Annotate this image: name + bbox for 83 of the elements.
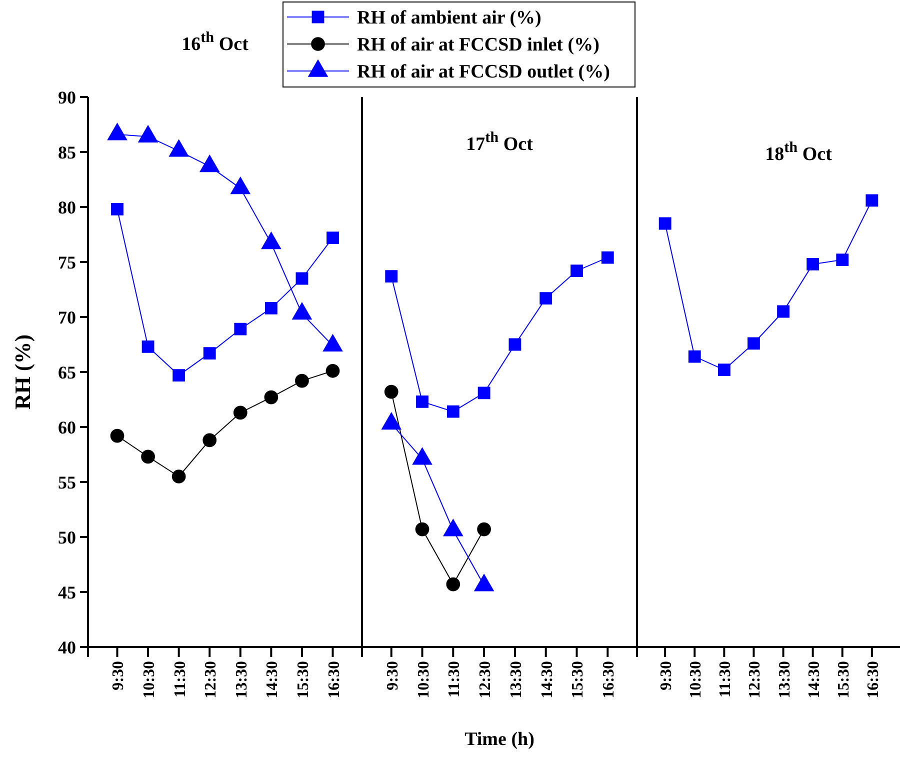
y-tick-label: 45 — [58, 582, 76, 602]
point — [234, 322, 247, 336]
annotation: 18$^{th}$ Oct — [765, 138, 833, 165]
point — [169, 140, 189, 157]
point — [446, 405, 460, 418]
x-tick-label: 12:30 — [202, 661, 220, 698]
x-tick-label: 11:30 — [172, 661, 189, 698]
point — [230, 177, 250, 194]
y-tick-label: 70 — [58, 307, 76, 328]
point — [172, 369, 186, 382]
x-tick-label: 11:30 — [446, 661, 464, 698]
y-tick-label: 90 — [58, 87, 76, 108]
point — [415, 522, 430, 536]
point — [107, 123, 128, 140]
point — [326, 364, 340, 378]
point — [296, 272, 308, 285]
point — [658, 217, 672, 230]
y-tick-label: 55 — [58, 472, 76, 492]
legend-label: RH of ambient air (%) — [357, 8, 542, 29]
x-tick-label: 9:30 — [384, 661, 402, 690]
x-tick-label: 16:30 — [600, 661, 618, 698]
point — [385, 270, 398, 282]
point — [200, 155, 220, 172]
x-tick-label: 14:30 — [806, 661, 823, 698]
point — [202, 433, 217, 448]
point — [718, 364, 730, 376]
y-tick-label: 60 — [58, 417, 76, 438]
y-tick-label: 50 — [58, 527, 76, 548]
point — [748, 337, 760, 350]
point — [172, 470, 186, 484]
y-tick-label: 85 — [58, 142, 76, 162]
x-tick-label: 10:30 — [415, 661, 432, 698]
x-axis-title: Time (h) — [464, 729, 534, 750]
x-tick-label: 15:30 — [294, 661, 312, 698]
legend-label: RH of air at FCCSD outlet (%) — [357, 62, 610, 83]
point — [142, 340, 154, 353]
point — [866, 194, 878, 207]
point — [110, 428, 124, 443]
point — [446, 577, 460, 592]
point — [416, 396, 428, 408]
point — [295, 374, 309, 388]
x-tick-label: 13:30 — [776, 661, 794, 698]
y-axis-title: RH (%) — [10, 334, 35, 410]
point — [261, 232, 281, 250]
x-tick-label: 14:30 — [264, 661, 282, 698]
point — [141, 450, 155, 464]
y-tick-label: 80 — [58, 197, 76, 218]
point — [601, 251, 614, 264]
x-tick-label: 15:30 — [570, 661, 587, 698]
point — [836, 254, 849, 266]
point — [138, 125, 158, 142]
point — [540, 292, 552, 304]
point — [508, 338, 522, 351]
x-tick-label: 12:30 — [746, 661, 764, 698]
legend-label: RH of air at FCCSD inlet (%) — [357, 34, 600, 56]
x-tick-label: 9:30 — [658, 661, 676, 690]
point — [777, 305, 790, 318]
point — [477, 522, 491, 536]
x-tick-label: 9:30 — [110, 661, 128, 690]
x-tick-label: 13:30 — [508, 661, 525, 698]
x-tick-label: 15:30 — [835, 661, 852, 698]
x-tick-label: 12:30 — [477, 661, 494, 698]
text: 16$^{th}$ Oct — [182, 28, 250, 55]
x-tick-label: 16:30 — [326, 661, 343, 698]
point — [233, 406, 248, 420]
x-tick-label: 14:30 — [538, 661, 556, 698]
x-tick-label: 11:30 — [717, 661, 734, 698]
y-tick-label: 40 — [58, 637, 76, 658]
point — [478, 386, 490, 400]
point — [688, 350, 701, 363]
x-tick-label: 10:30 — [688, 661, 705, 698]
point — [203, 347, 216, 360]
point — [264, 302, 278, 314]
x-tick-label: 16:30 — [864, 661, 882, 698]
y-tick-label: 75 — [58, 252, 76, 272]
x-tick-label: 10:30 — [141, 661, 158, 698]
x-tick-label: 13:30 — [233, 661, 250, 698]
point — [384, 384, 398, 399]
y-tick-label: 65 — [58, 362, 76, 382]
point — [264, 390, 278, 404]
annotation: 17$^{th}$ Oct — [466, 128, 534, 155]
point — [570, 264, 583, 277]
point — [806, 258, 820, 270]
